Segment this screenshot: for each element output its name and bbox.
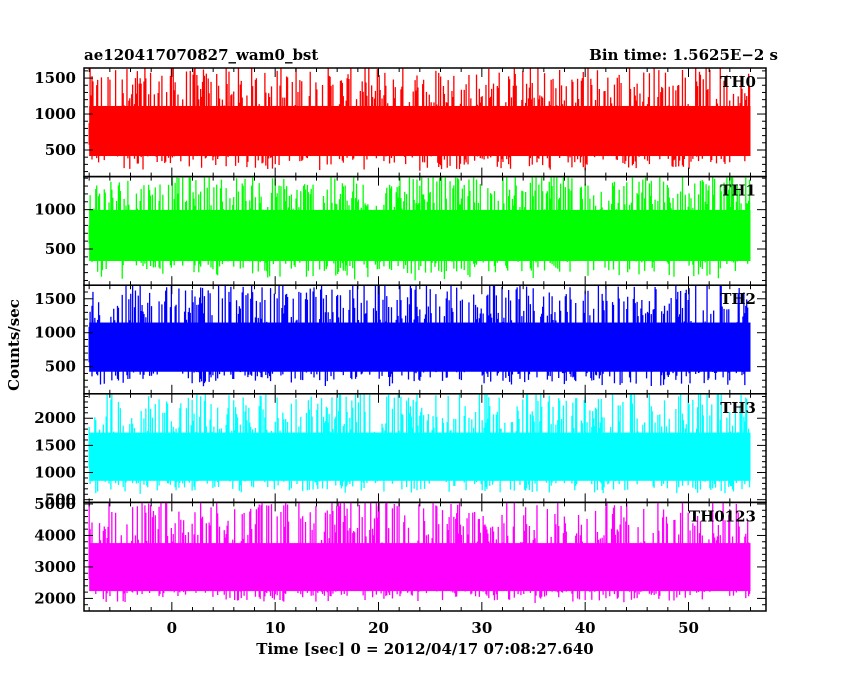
y-tick-label: 1500 xyxy=(34,436,76,454)
x-tick-label: 50 xyxy=(678,619,699,637)
chart-title-left: ae120417070827_wam0_bst xyxy=(84,46,318,64)
x-tick-label: 30 xyxy=(471,619,492,637)
y-axis-label: Counts/sec xyxy=(5,299,23,391)
series-line-th3 xyxy=(88,393,751,494)
x-tick-label: 40 xyxy=(575,619,596,637)
y-tick-label: 1500 xyxy=(34,69,76,87)
panel-th3: 500 1000 1500 2000 TH3 xyxy=(34,393,767,509)
panel-label-th3: TH3 xyxy=(720,399,756,417)
y-tick-label: 1000 xyxy=(34,201,76,219)
y-tick-label: 2000 xyxy=(34,409,76,427)
y-tick-label: 1000 xyxy=(34,105,76,123)
panel-label-th2: TH2 xyxy=(720,290,756,308)
y-tick-label: 500 xyxy=(45,358,76,376)
panel-th0: 500 1000 1500 TH0 xyxy=(34,67,767,178)
y-tick-label: 500 xyxy=(45,491,76,509)
y-tick-label: 1500 xyxy=(34,290,76,308)
bin-time-label: Bin time: 1.5625E−2 s xyxy=(589,46,778,64)
y-tick-label: 5000 xyxy=(34,495,76,513)
panel-label-th0: TH0 xyxy=(720,73,756,91)
y-tick-label: 1000 xyxy=(34,464,76,482)
y-tick-label: 3000 xyxy=(34,558,76,576)
series-line-th0 xyxy=(88,68,751,171)
x-axis: 0 10 20 30 40 50 xyxy=(167,619,699,637)
y-tick-label: 4000 xyxy=(34,526,76,544)
panel-label-th1: TH1 xyxy=(720,182,756,200)
y-tick-label: 2000 xyxy=(34,589,76,607)
y-tick-label: 500 xyxy=(45,240,76,258)
series-line-th0123 xyxy=(88,502,751,603)
x-tick-label: 10 xyxy=(265,619,286,637)
panel-frame xyxy=(83,501,767,612)
panel-th2: 500 1000 1500 TH2 xyxy=(34,284,767,395)
panel-label-th0123: TH0123 xyxy=(689,507,756,525)
series-line-th1 xyxy=(88,176,751,281)
panel-th0123: 2000 3000 4000 5000 TH0123 xyxy=(34,495,767,612)
y-tick-label: 500 xyxy=(45,141,76,159)
panel-th1: 500 1000 TH1 xyxy=(34,175,767,286)
x-tick-label: 20 xyxy=(368,619,389,637)
x-axis-label: Time [sec] 0 = 2012/04/17 07:08:27.640 xyxy=(256,640,593,658)
y-tick-label: 1000 xyxy=(34,324,76,342)
series-line-th2 xyxy=(88,285,751,387)
x-tick-label: 0 xyxy=(167,619,177,637)
